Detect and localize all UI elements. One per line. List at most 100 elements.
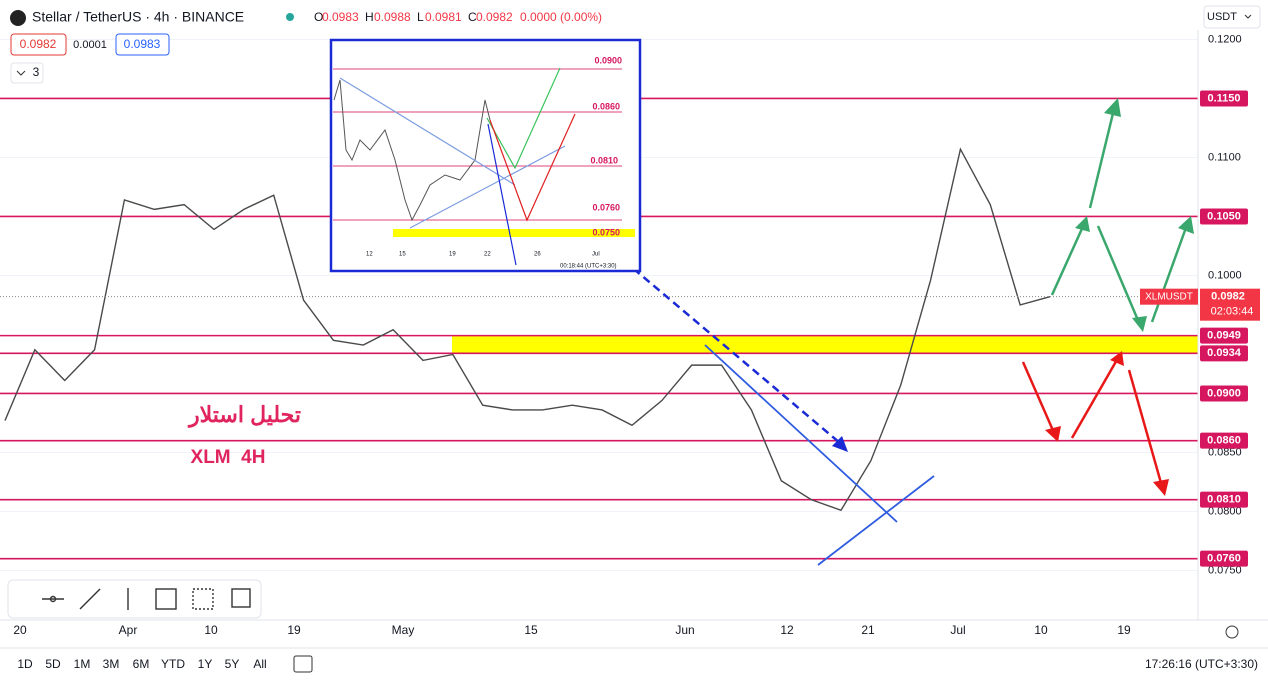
inset-level-label: 0.0750 — [592, 227, 620, 237]
arrow-heads — [1075, 98, 1194, 332]
settings[interactable] — [1225, 625, 1239, 639]
y-tick-label: 0.0800 — [1208, 505, 1242, 517]
inset-time: 00:18:44 (UTC+3:30) — [560, 264, 617, 270]
x-tick-label: 20 — [13, 623, 27, 637]
level-label: 0.1050 — [1207, 210, 1241, 222]
head — [1045, 426, 1061, 442]
head — [1153, 479, 1169, 496]
ohlc-item: O — [314, 10, 323, 24]
arrow — [1050, 221, 1087, 296]
ohlc-item: L — [417, 10, 424, 24]
x-tick-label: 21 — [861, 623, 875, 637]
x-tick-label: 19 — [1117, 623, 1131, 637]
level-tag — [1200, 90, 1248, 107]
x-tick-label: 10 — [204, 623, 218, 637]
range-button[interactable]: YTD — [161, 657, 185, 671]
ohlc: O0.0983 H 0.0988 L 0.0981 C 0.0982 0.0000 (0.00… — [314, 10, 602, 24]
arrow — [1096, 225, 1142, 326]
dashed-arrow — [563, 209, 841, 444]
level-tag — [1200, 491, 1248, 508]
indicator-count: 3 — [33, 65, 40, 79]
x-tick-label: 15 — [524, 623, 538, 637]
inset-level-label: 0.0860 — [592, 101, 620, 111]
tool-rect[interactable] — [231, 588, 251, 608]
x-tick-label: 19 — [287, 623, 301, 637]
head — [1110, 351, 1124, 366]
x-tick-label: 10 — [1034, 623, 1048, 637]
bid: 0.0982 — [20, 37, 57, 51]
range-button[interactable]: 3M — [103, 657, 120, 671]
ask-box[interactable] — [115, 33, 170, 56]
inset-arrow — [487, 123, 517, 266]
level-tag — [1200, 345, 1248, 362]
arrow — [1021, 361, 1057, 436]
level-label: 0.0760 — [1207, 553, 1241, 565]
y-tick-label: 0.1200 — [1208, 33, 1242, 45]
currency-select[interactable] — [1203, 5, 1261, 29]
drawings — [563, 104, 1190, 566]
range-button[interactable]: 6M — [133, 657, 150, 671]
annotation-subtitle: XLM 4H — [191, 447, 266, 468]
tool-trendline[interactable] — [79, 588, 101, 610]
chevron — [16, 70, 26, 76]
inset-date: 22 — [484, 252, 491, 258]
range-button[interactable]: 5Y — [225, 657, 240, 671]
level-label: 0.0900 — [1207, 387, 1241, 399]
head — [1178, 216, 1194, 234]
inset-date: 26 — [534, 252, 541, 258]
inset-chart: 0.0900 0.0860 0.0810 0.0760 0.0750 12 15 1… — [329, 38, 642, 273]
trend-line — [817, 475, 935, 566]
ohlc-item: C — [468, 10, 477, 24]
footer: 1D 5D 1M 3M 6M YTD 1Y 5Y All 17:26:16 (UTC+3:30) — [17, 657, 1258, 671]
range-button[interactable]: 1Y — [198, 657, 213, 671]
level-label: 0.1150 — [1207, 92, 1240, 104]
arrow-heads — [1045, 351, 1169, 496]
range-button[interactable]: 5D — [45, 657, 61, 671]
inset-arrow — [486, 67, 561, 170]
logo — [10, 10, 26, 26]
y-tick-label: 0.0850 — [1208, 446, 1242, 458]
countdown: 02:03:44 — [1211, 306, 1254, 318]
clock: 17:26:16 (UTC+3:30) — [1145, 657, 1258, 671]
date-range-button[interactable] — [293, 655, 313, 673]
inset-date: 15 — [399, 252, 406, 258]
head — [1075, 216, 1090, 232]
indicator-toggle[interactable] — [10, 62, 44, 84]
level-tag — [1200, 208, 1248, 225]
y-tick-label: 0.1100 — [1208, 151, 1241, 163]
bid-box[interactable] — [10, 33, 67, 56]
tool-fib[interactable] — [192, 588, 214, 610]
chevron — [1244, 14, 1252, 19]
ohlc-item: 0.0983 — [322, 10, 359, 24]
inset-level-label: 0.0760 — [592, 202, 620, 212]
arrow — [1150, 221, 1190, 323]
ohlc-item: H — [365, 10, 374, 24]
x-tick-label: Jul — [950, 623, 965, 637]
ohlc-item: 0.0000 (0.00%) — [520, 10, 602, 24]
inset-level-label: 0.0900 — [594, 55, 622, 65]
currency: USDT — [1207, 11, 1237, 23]
range-button[interactable]: All — [253, 657, 266, 671]
tool-channel[interactable] — [155, 588, 177, 610]
range-button[interactable]: 1M — [74, 657, 91, 671]
inset-zone — [393, 229, 635, 237]
tool-dot — [49, 595, 57, 603]
level-tag — [1200, 385, 1248, 402]
x-tick-label: Jun — [675, 623, 694, 637]
symbol: Stellar / TetherUS · 4h · BINANCE — [32, 9, 244, 25]
range-button[interactable]: 1D — [17, 657, 33, 671]
annotation-title: تحلیل استلار — [187, 402, 301, 428]
level-label: 0.0949 — [1207, 330, 1241, 342]
arrow — [1127, 369, 1165, 491]
ohlc-item: 0.0988 — [374, 10, 411, 24]
inset-arrow — [489, 113, 576, 222]
level-label: 0.0810 — [1207, 494, 1241, 506]
x-tick-label: Apr — [119, 623, 138, 637]
spread: 0.0001 — [73, 39, 107, 51]
price — [0, 147, 1198, 512]
inset-line — [339, 77, 516, 186]
trend-line — [704, 344, 898, 523]
level-tag — [1200, 327, 1248, 344]
price-tag — [1200, 288, 1260, 321]
